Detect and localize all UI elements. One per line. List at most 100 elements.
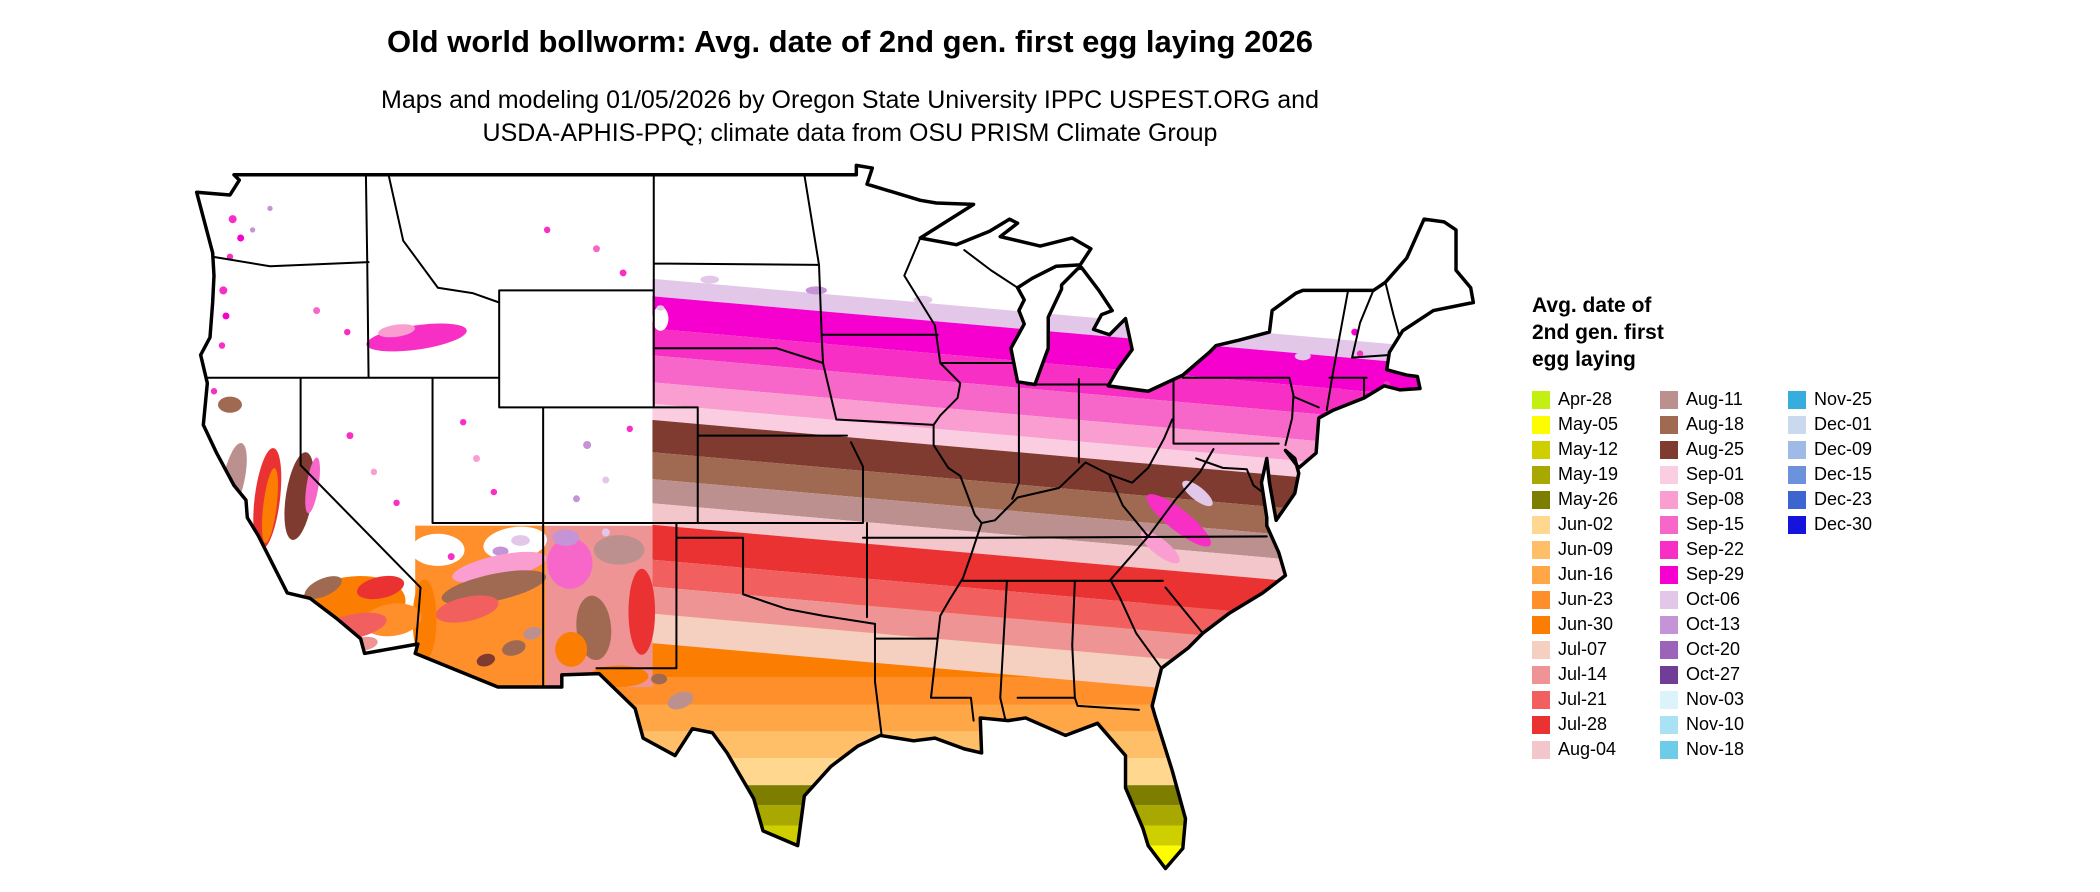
patch [261,468,278,543]
legend-column-3: Nov-25 Dec-01 Dec-09 Dec-15 Dec-23 Dec-30 [1788,387,1916,762]
patch [667,691,694,710]
legend-swatch [1660,740,1678,759]
legend-row: Nov-18 [1660,737,1788,762]
patch [601,528,610,537]
patch [305,457,320,514]
legend-swatch [1788,415,1806,434]
band-Jun-09 [196,731,1474,759]
patch [393,499,400,507]
legend-row: Sep-01 [1660,462,1788,487]
legend-label: Aug-04 [1558,739,1617,759]
patch [210,388,218,395]
legend-label: Sep-22 [1686,539,1745,559]
legend-label: Jun-16 [1558,564,1614,584]
patch [511,535,530,546]
patch [344,328,351,336]
legend-title-line-2: 2nd gen. first [1532,321,1664,344]
legend-swatch [1788,440,1806,459]
patch [1294,352,1311,361]
patch [502,640,526,656]
legend-row: May-26 [1532,487,1660,512]
legend-row: Aug-25 [1660,437,1788,462]
patch [656,305,665,311]
legend-label: Jul-07 [1558,639,1608,659]
legend-label: Nov-25 [1814,389,1873,409]
patch [492,546,509,556]
legend-label: Jul-14 [1558,664,1608,684]
legend-label: Dec-01 [1814,414,1873,434]
legend-row: Dec-09 [1788,437,1916,462]
legend-swatch [1660,540,1678,559]
legend-label: Sep-01 [1686,464,1745,484]
legend-row: Aug-11 [1660,387,1788,412]
legend-swatch [1788,490,1806,509]
legend-swatch [1660,565,1678,584]
legend-label: Jun-02 [1558,514,1614,534]
patch [473,454,480,462]
patch [284,452,315,540]
legend-swatch [1660,615,1678,634]
patch [249,227,256,233]
patch [304,576,342,599]
legend-swatch [1788,465,1806,484]
legend-label: Nov-18 [1686,739,1745,759]
legend-row: Jun-16 [1532,562,1660,587]
legend-label: Oct-13 [1686,614,1741,634]
patch [490,488,498,496]
legend-row: May-12 [1532,437,1660,462]
legend-swatch [1532,390,1550,409]
legend-row: Oct-06 [1660,587,1788,612]
legend-row: Nov-10 [1660,712,1788,737]
patch [700,275,720,284]
legend-columns: Apr-28 May-05 May-12 May-19 May-26 Jun-02 Jun-… [1532,387,2052,762]
patch [651,673,668,685]
patch [592,245,600,253]
patch-black-hills [652,306,669,331]
legend-swatch [1532,490,1550,509]
legend-label: Oct-27 [1686,664,1741,684]
legend-row: Dec-30 [1788,512,1916,537]
patch [619,269,627,277]
legend-row: Dec-01 [1788,412,1916,437]
patch [628,568,656,655]
patch [447,553,455,561]
map-west-patches [210,205,694,710]
patch [543,226,551,234]
legend-swatch [1532,565,1550,584]
legend-row: Jun-09 [1532,537,1660,562]
patch [267,205,273,212]
patch [459,418,467,426]
legend-row: May-05 [1532,412,1660,437]
legend: Avg. date of 2nd gen. first egg laying A… [1532,292,2052,762]
legend-swatch [1660,690,1678,709]
band-Jun-16 [196,704,1474,732]
patch [378,324,416,338]
patch [476,653,495,667]
legend-label: Sep-29 [1686,564,1745,584]
legend-swatch [1660,440,1678,459]
legend-swatch [1660,665,1678,684]
legend-label: Dec-30 [1814,514,1873,534]
legend-label: Jul-28 [1558,714,1608,734]
legend-label: Aug-18 [1686,414,1745,434]
patch [218,342,226,349]
legend-label: Dec-15 [1814,464,1873,484]
legend-row: Aug-04 [1532,737,1660,762]
legend-label: May-26 [1558,489,1619,509]
legend-label: Oct-20 [1686,639,1741,659]
band-May-12 [196,825,1474,846]
legend-label: Sep-15 [1686,514,1745,534]
patch [552,529,580,546]
legend-row: Dec-15 [1788,462,1916,487]
subtitle-line-2: USDA-APHIS-PPQ; climate data from OSU PR… [482,119,1218,147]
legend-row: Jul-14 [1532,662,1660,687]
legend-label: May-12 [1558,439,1619,459]
patch-appalachians [1146,494,1212,547]
legend-row: Jul-07 [1532,637,1660,662]
legend-row: Nov-25 [1788,387,1916,412]
map-state-borders [199,173,1402,737]
patch [1356,350,1364,357]
us-map-container [190,160,1496,886]
legend-label: May-05 [1558,414,1619,434]
